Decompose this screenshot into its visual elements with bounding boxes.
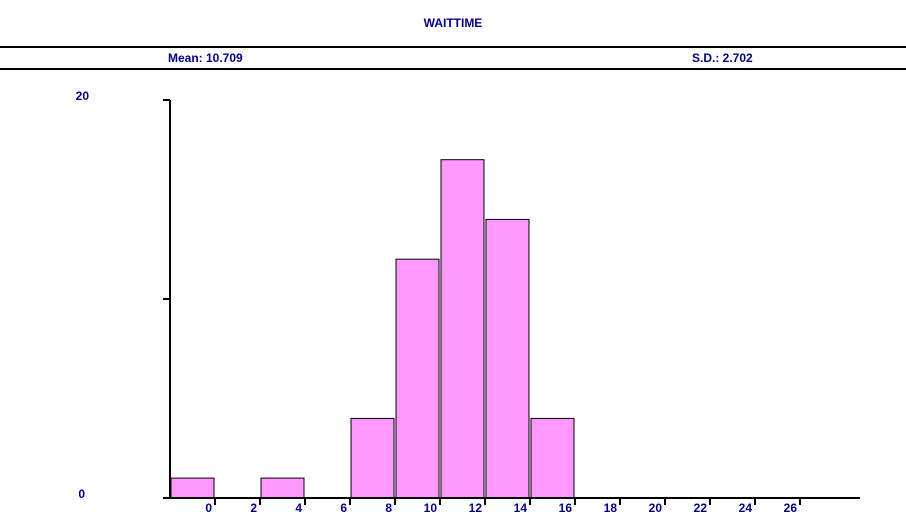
histogram-bar: [350, 417, 395, 499]
chart-title: WAITTIME: [423, 16, 483, 30]
x-tick-label: 0: [205, 501, 212, 515]
histogram-bar: [440, 159, 485, 499]
x-tick-label: 20: [649, 501, 663, 515]
x-tick-label: 22: [694, 501, 708, 515]
x-tick-label: 16: [559, 501, 573, 515]
bars-group: [170, 159, 575, 499]
header-bottom-rule: [0, 68, 906, 70]
x-tick-label: 26: [784, 501, 798, 515]
histogram-bar: [170, 477, 215, 499]
histogram-bar: [485, 218, 530, 499]
y-tick-label: 0: [78, 487, 85, 501]
x-tick-label: 18: [604, 501, 618, 515]
histogram-bar: [530, 417, 575, 499]
mean-label: Mean: 10.709: [168, 51, 243, 65]
x-tick-label: 8: [385, 501, 392, 515]
x-tick-label: 14: [514, 501, 528, 515]
x-tick-label: 6: [340, 501, 347, 515]
x-tick-label: 10: [424, 501, 438, 515]
x-tick-label: 2: [250, 501, 257, 515]
histogram-bar: [260, 477, 305, 499]
x-tick-label: 4: [295, 501, 302, 515]
axes-group: [163, 99, 860, 505]
header-top-rule: [0, 46, 906, 48]
x-tick-label: 24: [739, 501, 753, 515]
histogram-bar: [395, 258, 440, 499]
y-tick-label: 20: [76, 89, 90, 103]
x-tick-label: 12: [469, 501, 483, 515]
sd-label: S.D.: 2.702: [692, 51, 753, 65]
